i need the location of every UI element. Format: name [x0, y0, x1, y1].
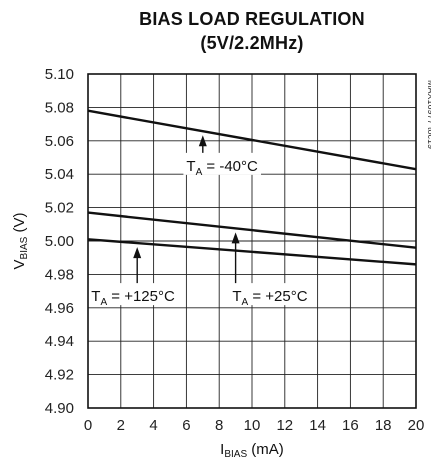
x-tick-label: 14	[309, 417, 326, 434]
y-tick-label: 4.96	[45, 300, 74, 317]
x-tick-label: 18	[375, 417, 392, 434]
annotation-arrow-head	[198, 135, 207, 147]
series-line-2	[87, 238, 417, 266]
series-line-1	[87, 211, 417, 249]
chart-title: BIAS LOAD REGULATION	[139, 9, 365, 29]
annotation-label-group: TA = +125°C	[88, 283, 179, 308]
annotation-label: TA = -40°C	[186, 158, 258, 178]
series-annotations: TA = -40°C TA = +25°C TA = +125°C	[88, 135, 311, 308]
grid	[88, 74, 416, 408]
x-tick-label: 20	[408, 417, 425, 434]
x-tick-label: 0	[84, 417, 92, 434]
x-tick-label: 8	[215, 417, 223, 434]
y-tick-label: 4.94	[45, 333, 74, 350]
x-tick-label: 4	[149, 417, 157, 434]
chart-subtitle: (5V/2.2MHz)	[200, 33, 304, 53]
annotation-arrow-head	[133, 247, 142, 259]
series-lines	[87, 109, 417, 266]
annotation-label-group: TA = +25°C	[229, 283, 311, 308]
annotation-label: TA = +125°C	[91, 288, 175, 308]
y-tick-label: 4.90	[45, 400, 74, 417]
annotation-arrow-head	[231, 232, 240, 244]
x-tick-label: 6	[182, 417, 190, 434]
x-axis-label: IBIAS (mA)	[220, 441, 284, 460]
y-tick-label: 5.02	[45, 200, 74, 217]
annotation-label: TA = +25°C	[232, 288, 307, 308]
y-tick-label: 4.98	[45, 266, 74, 283]
y-tick-label: 4.92	[45, 367, 74, 384]
x-tick-label: 10	[244, 417, 261, 434]
y-axis-label: VBIAS (V)	[11, 213, 30, 270]
y-tick-label: 5.04	[45, 166, 74, 183]
y-tick-label: 5.10	[45, 66, 74, 83]
x-tick-label: 2	[117, 417, 125, 434]
x-tick-label: 12	[276, 417, 293, 434]
watermark: MAX16977 toc19	[426, 80, 431, 149]
y-tick-label: 5.00	[45, 233, 74, 250]
plot-frame	[87, 73, 417, 409]
series-line-0	[87, 109, 417, 171]
annotation-label-bg	[229, 283, 311, 306]
x-tick-label: 16	[342, 417, 359, 434]
annotation-label-group: TA = -40°C	[183, 152, 262, 178]
y-tick-label: 5.06	[45, 133, 74, 150]
y-tick-label: 5.08	[45, 99, 74, 116]
tick-labels: 0 2 4 6 8 10 12 14 16 18 20 4.90 4.92 4.94 4.96 4.98 5.0…	[45, 66, 425, 434]
annotation-label-bg	[88, 283, 179, 306]
annotation-label-bg	[183, 152, 262, 175]
